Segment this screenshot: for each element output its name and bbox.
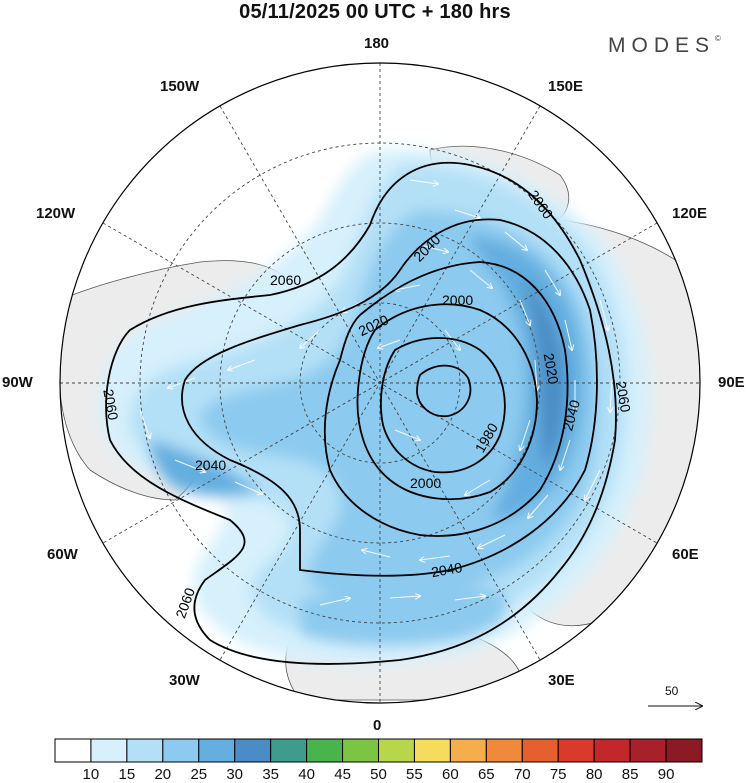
colorbar-tick-label: 10: [73, 766, 109, 783]
colorbar-tick-label: 50: [361, 766, 397, 783]
lon-label-90w: 90W: [2, 374, 33, 391]
lon-label-120e: 120E: [672, 205, 707, 222]
colorbar-tick-label: 25: [181, 766, 217, 783]
colorbar-swatch: [666, 739, 702, 762]
wind-reference-label: 50: [665, 684, 678, 698]
colorbar-tick-label: 85: [612, 766, 648, 783]
colorbar: [55, 739, 702, 762]
polar-map: 2060 2060 2060 2060 2060 2040 2040 2040 …: [0, 0, 750, 782]
colorbar-swatch: [127, 739, 163, 762]
colorbar-swatch: [486, 739, 522, 762]
map-body: 2060 2060 2060 2060 2060 2040 2040 2040 …: [60, 63, 702, 703]
lon-label-90e: 90E: [718, 374, 745, 391]
lon-label-150e: 150E: [548, 78, 583, 95]
colorbar-tick-label: 70: [504, 766, 540, 783]
colorbar-swatch: [630, 739, 666, 762]
colorbar-swatch: [235, 739, 271, 762]
colorbar-swatch: [307, 739, 343, 762]
colorbar-swatch: [522, 739, 558, 762]
colorbar-tick-label: 60: [432, 766, 468, 783]
contour-label: 2000: [410, 475, 441, 491]
contour-label: 2060: [270, 272, 301, 288]
colorbar-swatch: [594, 739, 630, 762]
lon-label-120w: 120W: [36, 205, 75, 222]
colorbar-swatch: [271, 739, 307, 762]
lon-label-30e: 30E: [548, 672, 575, 689]
colorbar-swatch: [343, 739, 379, 762]
colorbar-tick-label: 15: [109, 766, 145, 783]
colorbar-tick-label: 30: [217, 766, 253, 783]
lon-label-60e: 60E: [672, 546, 699, 563]
colorbar-tick-label: 55: [396, 766, 432, 783]
contour-label: 2000: [442, 292, 473, 308]
colorbar-tick-label: 20: [145, 766, 181, 783]
colorbar-swatch: [414, 739, 450, 762]
colorbar-swatch: [163, 739, 199, 762]
colorbar-tick-label: 35: [253, 766, 289, 783]
colorbar-swatch: [55, 739, 91, 762]
lon-label-60w: 60W: [47, 546, 78, 563]
colorbar-tick-label: 80: [576, 766, 612, 783]
colorbar-tick-label: 45: [325, 766, 361, 783]
colorbar-tick-label: 65: [468, 766, 504, 783]
lon-label-0: 0: [373, 717, 381, 734]
colorbar-tick-label: 40: [289, 766, 325, 783]
colorbar-swatch: [91, 739, 127, 762]
colorbar-tick-label: 90: [648, 766, 684, 783]
colorbar-swatch: [199, 739, 235, 762]
lon-label-180: 180: [364, 35, 389, 52]
colorbar-swatch: [558, 739, 594, 762]
colorbar-swatch: [450, 739, 486, 762]
colorbar-tick-label: 75: [540, 766, 576, 783]
lon-label-150w: 150W: [160, 78, 199, 95]
colorbar-swatch: [379, 739, 415, 762]
lon-label-30w: 30W: [169, 672, 200, 689]
contour-label: 2040: [195, 457, 226, 473]
